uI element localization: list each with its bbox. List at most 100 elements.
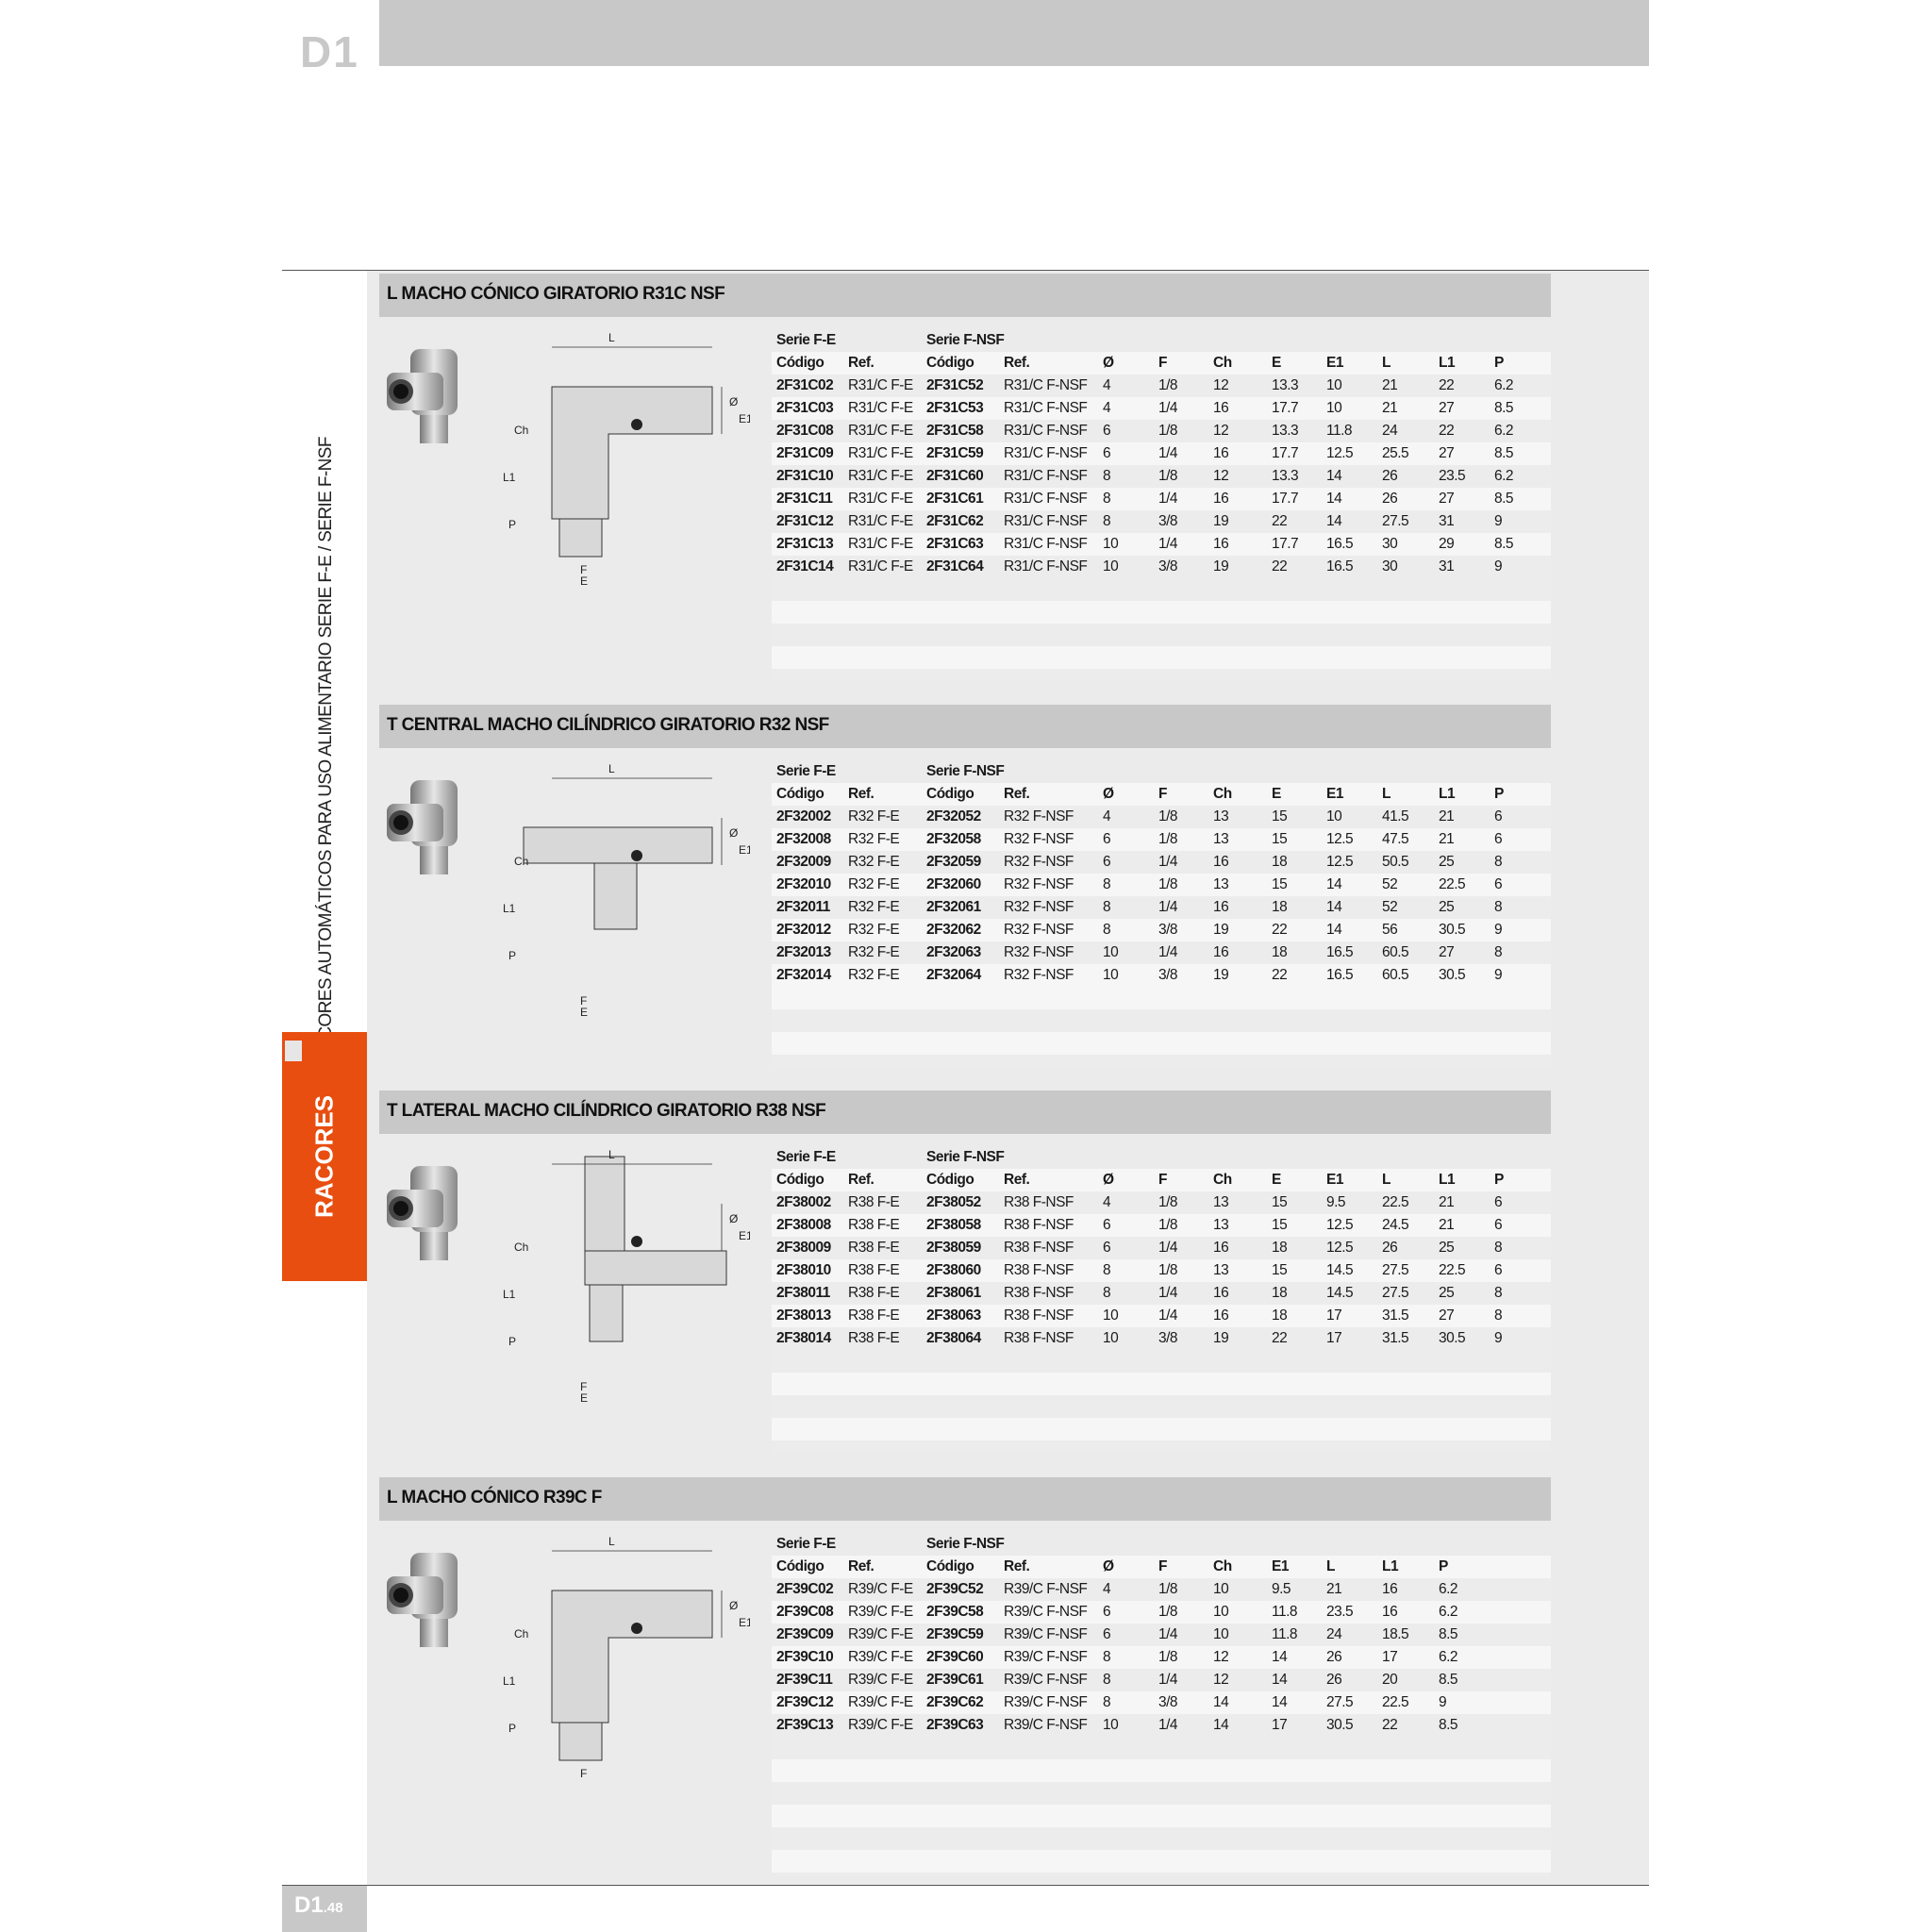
table-cell: 1/4 bbox=[1158, 445, 1178, 461]
table-cell: 8.5 bbox=[1494, 445, 1514, 461]
column-header: Ø bbox=[1103, 786, 1114, 802]
table-cell: 30 bbox=[1382, 536, 1398, 552]
column-header: L bbox=[1382, 355, 1391, 371]
table-cell: 1/8 bbox=[1158, 1262, 1178, 1278]
table-cell: 2F31C59 bbox=[926, 445, 984, 461]
technical-drawing: L ØE1 Ch L1 P FE bbox=[503, 1148, 753, 1405]
table-cell: 31 bbox=[1439, 513, 1455, 529]
column-header: Ø bbox=[1103, 1172, 1114, 1188]
table-cell: 2F32013 bbox=[776, 944, 831, 960]
fitting-thread bbox=[558, 518, 603, 558]
table-cell: R32 F-NSF bbox=[1004, 831, 1074, 847]
dimension-label: L1 bbox=[503, 471, 516, 484]
dimension-label: F bbox=[580, 994, 587, 1008]
table-cell: R32 F-NSF bbox=[1004, 876, 1074, 892]
dimension-label: E1 bbox=[739, 412, 750, 425]
table-cell: 23.5 bbox=[1326, 1604, 1354, 1620]
table-cell: 13 bbox=[1213, 808, 1229, 824]
table-cell: 11.8 bbox=[1326, 423, 1353, 439]
table-cell: R32 F-E bbox=[848, 922, 900, 938]
table-cell: 2F39C13 bbox=[776, 1717, 834, 1733]
table-cell: 8 bbox=[1494, 1285, 1503, 1301]
table-cell: 2F38064 bbox=[926, 1330, 981, 1346]
table-cell: 4 bbox=[1103, 400, 1111, 416]
table-row: 2F39C13 R39/C F-E 2F39C63 R39/C F-NSF 10 1/4 1… bbox=[772, 1714, 1551, 1737]
table-cell: R39/C F-E bbox=[848, 1626, 913, 1642]
column-header: E1 bbox=[1326, 786, 1343, 802]
dimension-label: P bbox=[508, 949, 516, 962]
table-row: 2F32008 R32 F-E 2F32058 R32 F-NSF 6 1/8 13 15 12… bbox=[772, 828, 1551, 851]
table-cell: 10 bbox=[1103, 536, 1119, 552]
column-header: Ref. bbox=[848, 355, 874, 371]
o-ring bbox=[631, 1236, 642, 1247]
table-cell: R31/C F-E bbox=[848, 513, 913, 529]
table-cell: 22.5 bbox=[1439, 1262, 1466, 1278]
table-cell: 56 bbox=[1382, 922, 1398, 938]
table-cell: 6.2 bbox=[1439, 1581, 1458, 1597]
table-cell: 2F32058 bbox=[926, 831, 981, 847]
table-cell: 15 bbox=[1272, 808, 1288, 824]
column-header: P bbox=[1494, 1172, 1504, 1188]
dimension-label: F bbox=[580, 563, 587, 576]
table-cell: 2F38013 bbox=[776, 1307, 831, 1324]
table-cell: 13 bbox=[1213, 1217, 1229, 1233]
table-cell: 6 bbox=[1103, 445, 1111, 461]
series-label: Serie F-NSF bbox=[926, 332, 1005, 348]
table-cell: 14 bbox=[1326, 491, 1342, 507]
table-cell: 13 bbox=[1213, 876, 1229, 892]
technical-drawing: L ØE1 Ch L1 P FE bbox=[503, 762, 753, 1019]
table-cell: 25 bbox=[1439, 1240, 1455, 1256]
table-cell: 27 bbox=[1439, 944, 1455, 960]
table-cell: 16 bbox=[1382, 1604, 1398, 1620]
table-row: 2F39C10 R39/C F-E 2F39C60 R39/C F-NSF 8 1/8 12… bbox=[772, 1646, 1551, 1669]
fitting-body bbox=[584, 1156, 625, 1252]
table-cell: 19 bbox=[1213, 1330, 1229, 1346]
table-cell: 2F31C64 bbox=[926, 558, 984, 575]
table-cell: 21 bbox=[1439, 831, 1455, 847]
table-cell: 9.5 bbox=[1326, 1194, 1346, 1210]
table-cell: 17.7 bbox=[1272, 491, 1299, 507]
fitting-photo-icon bbox=[387, 1166, 458, 1260]
table-cell: 1/4 bbox=[1158, 1285, 1178, 1301]
table-cell: 27 bbox=[1439, 1307, 1455, 1324]
table-cell: 11.8 bbox=[1272, 1626, 1298, 1642]
divider bbox=[282, 1885, 1649, 1886]
table-cell: 9 bbox=[1439, 1694, 1447, 1710]
table-cell: 30 bbox=[1382, 558, 1398, 575]
footer-code: D1 bbox=[294, 1892, 324, 1918]
table-cell: 2F32009 bbox=[776, 854, 831, 870]
table-cell: 6 bbox=[1494, 1262, 1503, 1278]
table-cell: 18 bbox=[1272, 1240, 1288, 1256]
fitting-thread bbox=[593, 862, 638, 930]
table-cell: R39/C F-NSF bbox=[1004, 1626, 1088, 1642]
table-cell: 6 bbox=[1494, 1194, 1503, 1210]
table-cell: R38 F-NSF bbox=[1004, 1217, 1074, 1233]
table-cell: 18 bbox=[1272, 944, 1288, 960]
column-header: Ch bbox=[1213, 786, 1232, 802]
column-header: Ref. bbox=[848, 1172, 874, 1188]
table-cell: 27 bbox=[1439, 400, 1455, 416]
table-cell: R38 F-NSF bbox=[1004, 1330, 1074, 1346]
table-cell: 2F39C63 bbox=[926, 1717, 984, 1733]
section-title: T LATERAL MACHO CILÍNDRICO GIRATORIO R38… bbox=[387, 1101, 826, 1121]
table-cell: 3/8 bbox=[1158, 967, 1178, 983]
column-header: L1 bbox=[1439, 786, 1456, 802]
dimension-label: L1 bbox=[503, 902, 516, 915]
dimension-label: L bbox=[608, 1148, 615, 1161]
table-cell: 16 bbox=[1213, 1307, 1229, 1324]
table-cell: 27.5 bbox=[1382, 1262, 1409, 1278]
dimension-label: P bbox=[508, 1722, 516, 1735]
table-cell: 16.5 bbox=[1326, 558, 1354, 575]
table-cell: 4 bbox=[1103, 808, 1111, 824]
divider bbox=[282, 270, 1649, 271]
table-cell: 27 bbox=[1439, 445, 1455, 461]
column-header: Código bbox=[926, 1172, 974, 1188]
column-header: Ref. bbox=[1004, 355, 1030, 371]
table-cell: 8.5 bbox=[1439, 1626, 1458, 1642]
column-header: E bbox=[1272, 786, 1281, 802]
dimension-label: L bbox=[608, 762, 615, 775]
table-cell: 27 bbox=[1439, 491, 1455, 507]
table-cell: 2F31C03 bbox=[776, 400, 834, 416]
dimension-label: E bbox=[580, 1391, 588, 1402]
series-label: Serie F-NSF bbox=[926, 763, 1005, 779]
